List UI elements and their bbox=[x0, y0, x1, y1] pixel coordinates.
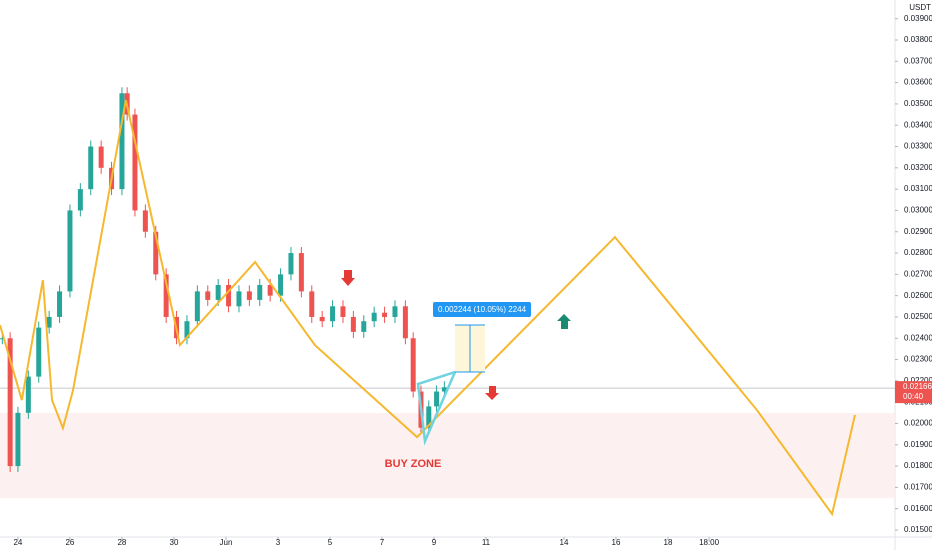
candle bbox=[205, 291, 211, 300]
candle bbox=[402, 306, 408, 339]
up-arrow bbox=[557, 314, 571, 329]
candle bbox=[257, 284, 263, 300]
currency: USDT bbox=[909, 3, 931, 12]
x-tick-label: 30 bbox=[170, 538, 179, 547]
candle bbox=[88, 146, 94, 190]
candle bbox=[350, 316, 356, 332]
candle bbox=[142, 210, 148, 232]
last-price-box bbox=[895, 381, 932, 404]
candle bbox=[153, 231, 159, 275]
candle bbox=[0, 338, 5, 340]
x-tick-label: 14 bbox=[560, 538, 569, 547]
candle bbox=[410, 338, 416, 392]
candle bbox=[57, 291, 63, 317]
candle bbox=[184, 321, 190, 339]
candle bbox=[46, 316, 52, 328]
x-tick-label: 7 bbox=[380, 538, 385, 547]
candle bbox=[298, 253, 304, 292]
candle bbox=[15, 412, 21, 467]
candle bbox=[119, 93, 125, 190]
buy-zone bbox=[0, 413, 895, 499]
candle bbox=[441, 387, 447, 392]
candle bbox=[278, 274, 284, 296]
candle bbox=[330, 306, 336, 322]
candle bbox=[132, 114, 138, 211]
x-tick-label: 5 bbox=[328, 538, 333, 547]
candle bbox=[25, 376, 31, 413]
candle bbox=[98, 146, 104, 168]
candle bbox=[267, 284, 273, 296]
candle bbox=[236, 291, 242, 307]
candle bbox=[226, 284, 232, 307]
projection-line bbox=[0, 99, 856, 517]
candle bbox=[309, 291, 315, 317]
candle bbox=[7, 338, 13, 467]
candle bbox=[371, 312, 377, 322]
triangle-drawing bbox=[416, 369, 458, 446]
measure-label-box bbox=[433, 302, 531, 317]
candle bbox=[77, 189, 83, 211]
candle bbox=[163, 274, 169, 317]
candle bbox=[434, 391, 440, 407]
down-arrow bbox=[485, 386, 499, 400]
countdown: 00:40 bbox=[903, 392, 924, 401]
candle bbox=[36, 327, 42, 377]
x-tick-label: 9 bbox=[432, 538, 437, 547]
down-arrow bbox=[341, 270, 355, 286]
x-tick-label: 3 bbox=[276, 538, 281, 547]
candle bbox=[215, 284, 221, 300]
candle bbox=[426, 406, 432, 428]
x-tick-label: 16 bbox=[612, 538, 621, 547]
candle bbox=[361, 321, 367, 332]
candle bbox=[194, 291, 200, 322]
candle bbox=[288, 253, 294, 275]
x-tick-label: 18:00 bbox=[699, 538, 720, 547]
candle bbox=[392, 306, 398, 317]
x-tick-label: 24 bbox=[13, 538, 22, 547]
x-tick-label: Jun bbox=[220, 538, 233, 547]
candle bbox=[340, 306, 346, 317]
buy-zone-label: BUY ZONE bbox=[385, 458, 442, 470]
x-tick-label: 28 bbox=[117, 538, 126, 547]
measure-label: 0.002244 (10.05%) 2244 bbox=[438, 305, 527, 314]
x-tick-label: 18 bbox=[664, 538, 673, 547]
x-tick-label: 11 bbox=[482, 538, 491, 547]
candle bbox=[246, 291, 252, 300]
y-tick-label: 0.039000 bbox=[904, 14, 932, 23]
candle bbox=[67, 210, 73, 292]
candle bbox=[382, 312, 388, 317]
candle bbox=[319, 316, 325, 322]
x-tick-label: 26 bbox=[65, 538, 74, 547]
